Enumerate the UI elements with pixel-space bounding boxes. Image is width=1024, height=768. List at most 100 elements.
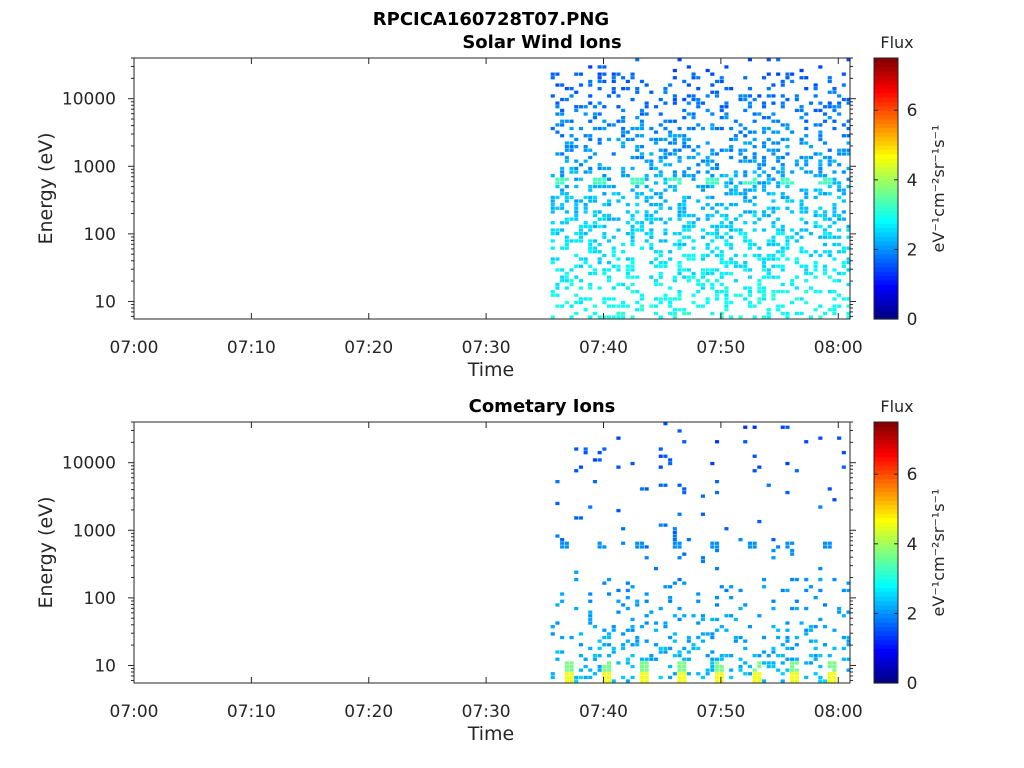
flux-cell xyxy=(682,199,687,203)
flux-cell xyxy=(804,290,809,294)
flux-cell xyxy=(752,159,757,163)
flux-cell xyxy=(658,174,663,178)
flux-cell xyxy=(607,203,612,207)
flux-cell xyxy=(654,137,659,142)
colorbar-segment xyxy=(874,192,898,198)
flux-cell xyxy=(705,177,710,181)
flux-cell xyxy=(818,315,823,319)
colorbar-segment xyxy=(874,526,898,532)
flux-cell xyxy=(724,271,729,276)
flux-cell xyxy=(771,221,776,225)
flux-cell xyxy=(776,242,781,247)
flux-cell xyxy=(663,646,668,651)
flux-cell xyxy=(715,672,720,676)
flux-cell xyxy=(677,217,682,221)
flux-cell xyxy=(597,163,602,167)
flux-cell xyxy=(611,679,616,683)
flux-cell xyxy=(813,174,818,178)
flux-cell xyxy=(776,275,781,279)
flux-cell xyxy=(644,614,649,618)
flux-cell xyxy=(776,250,781,254)
colorbar-segment xyxy=(874,552,898,558)
flux-cell xyxy=(757,654,762,658)
flux-cell xyxy=(733,170,738,174)
flux-cell xyxy=(597,141,602,145)
flux-cell xyxy=(747,210,752,214)
flux-cell xyxy=(564,184,569,189)
flux-cell xyxy=(625,130,630,134)
flux-cell xyxy=(635,643,640,647)
flux-cell xyxy=(616,509,621,513)
flux-cell xyxy=(672,76,677,80)
flux-cell xyxy=(832,679,837,683)
colorbar-segment xyxy=(874,456,898,462)
flux-cell xyxy=(649,610,654,614)
flux-cell xyxy=(583,297,588,301)
flux-cell xyxy=(818,679,823,683)
flux-cell xyxy=(564,210,569,214)
flux-cell xyxy=(630,628,635,632)
flux-cell xyxy=(747,541,752,545)
flux-cell xyxy=(818,567,823,571)
flux-cell xyxy=(630,97,635,102)
flux-cell xyxy=(602,65,607,69)
flux-cell xyxy=(794,599,799,603)
flux-cell xyxy=(710,664,715,669)
colorbar-segment xyxy=(874,123,898,129)
flux-cell xyxy=(611,625,616,629)
flux-cell xyxy=(813,264,818,268)
flux-cell xyxy=(569,217,574,221)
flux-cell xyxy=(668,675,673,680)
flux-cell xyxy=(602,105,607,109)
flux-cell xyxy=(719,174,724,178)
y-tick-label: 1000 xyxy=(73,157,116,177)
flux-cell xyxy=(799,217,804,221)
flux-cell xyxy=(762,261,767,265)
flux-cell xyxy=(771,599,776,603)
colorbar-segment xyxy=(874,314,898,320)
flux-cell xyxy=(607,577,612,582)
flux-cell xyxy=(607,675,612,680)
flux-cell xyxy=(611,123,616,127)
colorbar-segment xyxy=(874,452,898,458)
flux-cell xyxy=(630,177,635,181)
flux-cell xyxy=(663,148,668,152)
flux-cell xyxy=(677,210,682,214)
flux-cell xyxy=(804,163,809,167)
colorbar-segment xyxy=(874,284,898,290)
colorbar-segment xyxy=(874,617,898,623)
flux-cell xyxy=(794,657,799,661)
flux-cell xyxy=(583,451,588,455)
flux-cell xyxy=(560,599,565,603)
flux-cell xyxy=(705,246,710,250)
flux-cell xyxy=(677,242,682,247)
flux-cell xyxy=(780,170,785,174)
x-tick-label: 07:30 xyxy=(462,338,511,358)
flux-cell xyxy=(583,206,588,210)
flux-cell xyxy=(663,221,668,225)
flux-cell xyxy=(663,239,668,243)
flux-cell xyxy=(837,250,842,254)
flux-cell xyxy=(724,628,729,632)
flux-cell xyxy=(691,76,696,80)
flux-cell xyxy=(715,617,720,622)
flux-cell xyxy=(757,290,762,294)
flux-cell xyxy=(729,192,734,196)
colorbar-segment xyxy=(874,539,898,545)
flux-cell xyxy=(691,246,696,250)
flux-cell xyxy=(696,646,701,651)
flux-cell xyxy=(771,297,776,301)
flux-cell xyxy=(818,166,823,171)
flux-cell xyxy=(588,94,593,98)
flux-cell xyxy=(715,90,720,94)
flux-cell xyxy=(762,577,767,582)
y-tick-label: 100 xyxy=(84,225,116,245)
flux-cell xyxy=(766,213,771,218)
flux-cell xyxy=(682,661,687,665)
flux-cell xyxy=(607,664,612,669)
flux-cell xyxy=(616,94,621,98)
flux-cell xyxy=(607,654,612,658)
flux-cell xyxy=(804,577,809,582)
flux-cell xyxy=(705,94,710,98)
flux-cell xyxy=(846,657,851,661)
